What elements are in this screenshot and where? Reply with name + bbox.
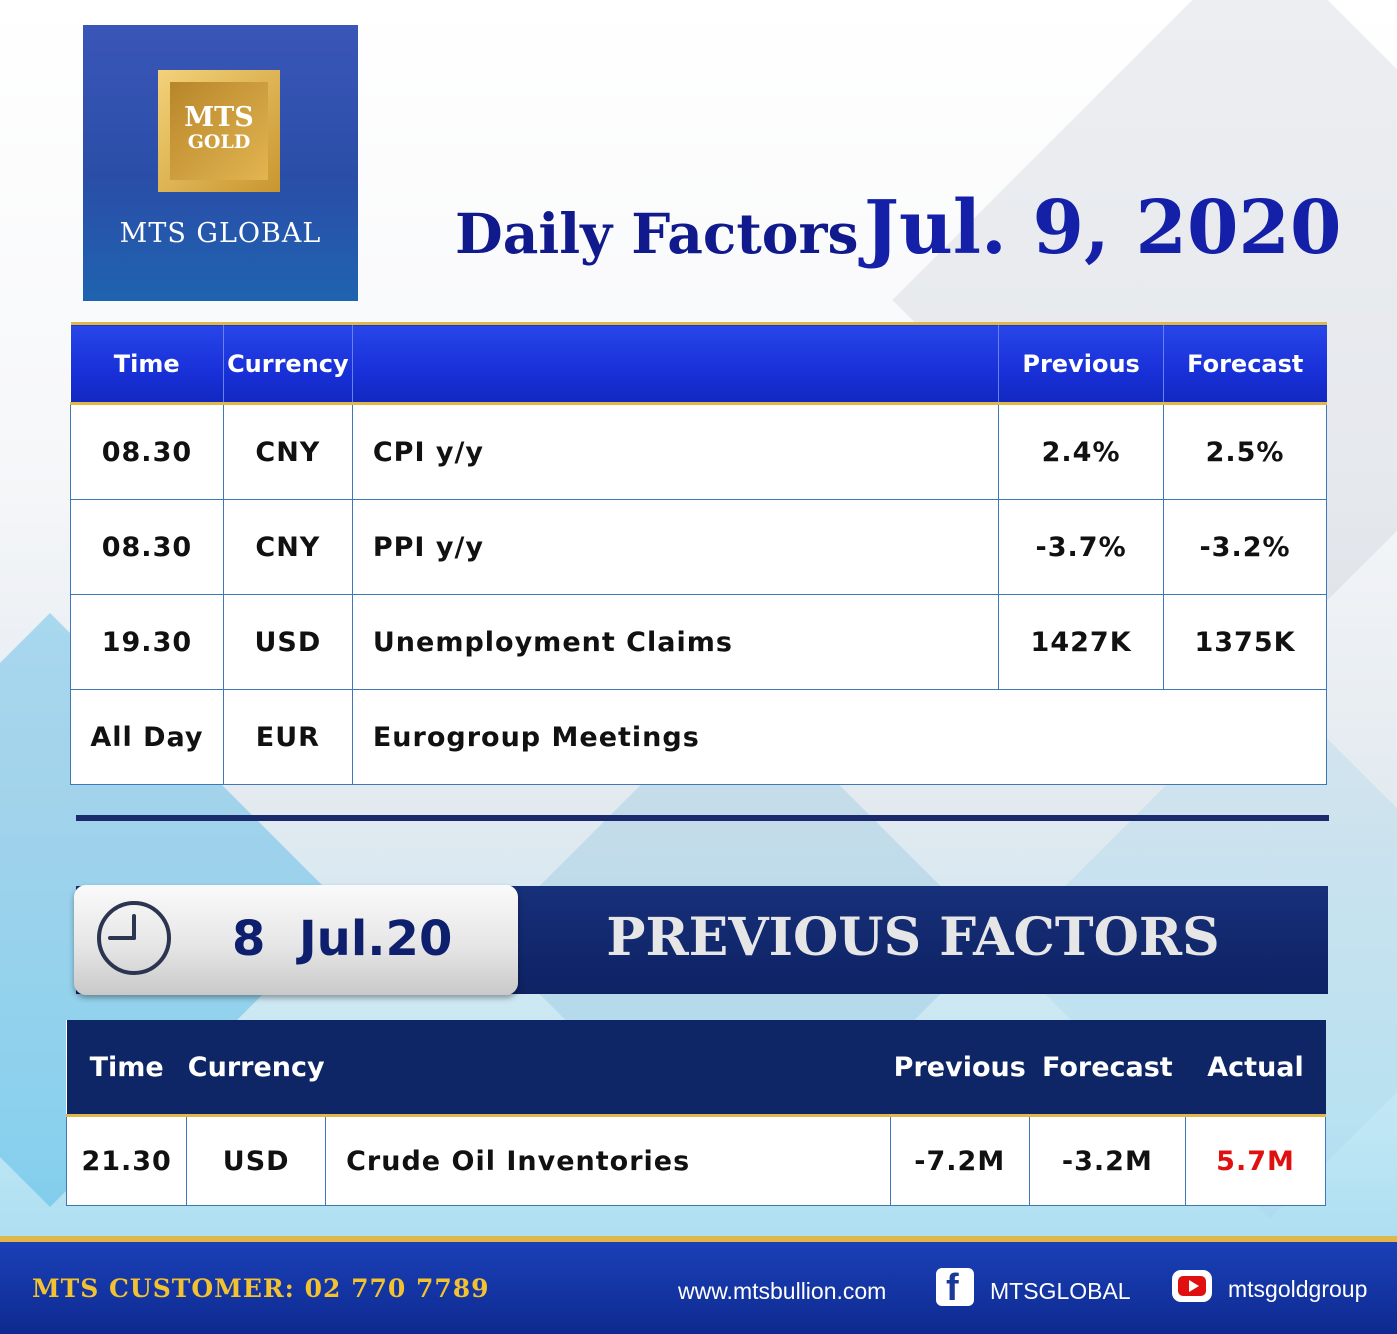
table-row: 08.30 CNY PPI y/y -3.7% -3.2% bbox=[70, 499, 1327, 595]
logo-gold-text: GOLD bbox=[187, 131, 251, 153]
table-header-row: Time Currency Previous Forecast bbox=[70, 322, 1327, 405]
header-currency: Currency bbox=[222, 322, 353, 405]
previous-factors-table: Time Currency Previous Forecast Actual 2… bbox=[65, 1020, 1326, 1206]
customer-phone: MTS CUSTOMER: 02 770 7789 bbox=[32, 1274, 490, 1303]
table-header-row: Time Currency Previous Forecast Actual bbox=[66, 1020, 1326, 1117]
cell-previous: -3.7% bbox=[998, 499, 1165, 595]
cell-forecast: 2.5% bbox=[1163, 403, 1327, 500]
cell-time: 08.30 bbox=[70, 403, 224, 500]
cell-currency: USD bbox=[222, 594, 353, 690]
table-row: 19.30 USD Unemployment Claims 1427K 1375… bbox=[70, 594, 1327, 690]
cell-previous: 1427K bbox=[998, 594, 1165, 690]
cell-event: Crude Oil Inventories bbox=[325, 1115, 891, 1206]
previous-date: 8 Jul.20 bbox=[232, 911, 453, 967]
cell-previous: -7.2M bbox=[889, 1115, 1030, 1206]
website-link[interactable]: www.mtsbullion.com bbox=[678, 1278, 887, 1304]
cell-forecast: -3.2% bbox=[1163, 499, 1327, 595]
cell-forecast: -3.2M bbox=[1028, 1115, 1187, 1206]
table-row: All Day EUR Eurogroup Meetings bbox=[70, 689, 1328, 785]
table-row: 21.30 USD Crude Oil Inventories -7.2M -3… bbox=[65, 1115, 1326, 1206]
cell-currency: CNY bbox=[222, 499, 353, 595]
header-previous: Previous bbox=[890, 1020, 1030, 1117]
title-prefix: Daily Factors bbox=[455, 201, 859, 266]
header-previous: Previous bbox=[998, 322, 1164, 405]
cell-time: 19.30 bbox=[70, 594, 224, 690]
logo-company-name: MTS GLOBAL bbox=[119, 218, 322, 249]
header-event bbox=[351, 322, 999, 405]
cell-currency: USD bbox=[186, 1115, 327, 1206]
daily-factors-table: Time Currency Previous Forecast 08.30 CN… bbox=[70, 322, 1328, 785]
cell-currency: CNY bbox=[222, 403, 353, 500]
cell-event: Eurogroup Meetings bbox=[351, 689, 1328, 785]
header-event bbox=[325, 1020, 891, 1117]
clock-icon bbox=[97, 901, 171, 975]
title-date: Jul. 9, 2020 bbox=[864, 185, 1342, 271]
header-time: Time bbox=[66, 1020, 187, 1117]
table-row: 08.30 CNY CPI y/y 2.4% 2.5% bbox=[70, 403, 1327, 500]
previous-date-tab: 8 Jul.20 bbox=[74, 885, 518, 995]
cell-forecast: 1375K bbox=[1163, 594, 1327, 690]
mts-logo: MTS GOLD MTS GLOBAL bbox=[83, 25, 358, 301]
cell-previous: 2.4% bbox=[998, 403, 1165, 500]
youtube-icon[interactable] bbox=[1172, 1270, 1212, 1302]
page-title: Daily Factors Jul. 9, 2020 bbox=[455, 185, 1341, 271]
cell-event: Unemployment Claims bbox=[351, 594, 1000, 690]
header-time: Time bbox=[70, 322, 224, 405]
cell-currency: EUR bbox=[222, 689, 353, 785]
header-actual: Actual bbox=[1185, 1020, 1326, 1117]
youtube-link[interactable]: mtsgoldgroup bbox=[1228, 1276, 1368, 1302]
cell-actual: 5.7M bbox=[1185, 1115, 1326, 1206]
cell-event: PPI y/y bbox=[351, 499, 1000, 595]
facebook-link[interactable]: MTSGLOBAL bbox=[990, 1278, 1131, 1304]
cell-time: 08.30 bbox=[70, 499, 224, 595]
logo-mts-text: MTS bbox=[184, 102, 254, 133]
cell-time: 21.30 bbox=[65, 1115, 188, 1206]
previous-factors-title: PREVIOUS FACTORS bbox=[606, 907, 1220, 968]
section-divider bbox=[76, 815, 1329, 821]
header-currency: Currency bbox=[186, 1020, 326, 1117]
header-forecast: Forecast bbox=[1163, 322, 1327, 405]
footer-bar: MTS CUSTOMER: 02 770 7789 www.mtsbullion… bbox=[0, 1236, 1397, 1334]
header-forecast: Forecast bbox=[1029, 1020, 1186, 1117]
cell-time: All Day bbox=[70, 689, 224, 785]
gold-box-emblem: MTS GOLD bbox=[158, 70, 280, 192]
facebook-icon[interactable]: f bbox=[936, 1267, 974, 1309]
cell-event: CPI y/y bbox=[351, 403, 1000, 500]
